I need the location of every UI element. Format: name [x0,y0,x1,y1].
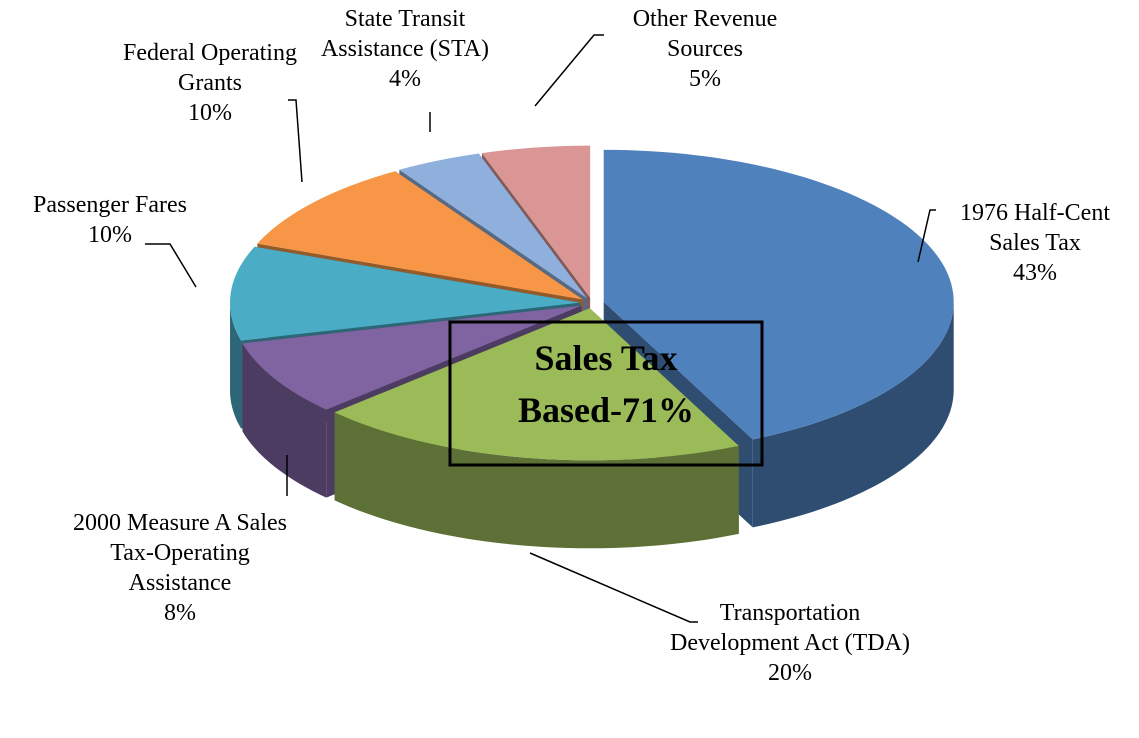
slice-wall [334,412,739,549]
slice-label: Other Revenue Sources 5% [605,4,805,94]
slice-label: Passenger Fares 10% [0,190,220,250]
category-label: Passenger Fares [33,192,187,218]
category-label: Other Revenue Sources [632,6,778,62]
leader-line [529,552,698,623]
slice-label: Transportation Development Act (TDA) 20% [670,598,910,688]
slice [257,171,583,300]
category-label: Transportation Development Act (TDA) [670,600,910,656]
pie [230,145,954,549]
slice-label: 2000 Measure A Sales Tax-Operating Assis… [60,508,300,628]
slice-label: 1976 Half-Cent Sales Tax 43% [935,198,1135,288]
leaders [145,34,936,623]
leader-line [145,243,197,288]
category-label: 1976 Half-Cent Sales Tax [960,200,1110,256]
annotation: Sales Tax Based-71% [517,338,694,430]
value-label: 8% [164,600,196,626]
category-label: Federal Operating Grants [123,40,297,96]
slice-wall [242,343,327,498]
leader-line [288,99,303,183]
category-label: State Transit Assistance (STA) [320,6,490,62]
category-label: 2000 Measure A Sales Tax-Operating Assis… [73,510,287,596]
slice [603,149,954,440]
slice-wall [230,302,242,429]
slice [242,305,582,410]
value-label: 5% [689,66,721,92]
leader-line [917,209,936,263]
value-label: 10% [88,222,132,248]
slice [481,145,591,298]
slice-label: State Transit Assistance (STA) 4% [295,4,515,94]
slice-label: Federal Operating Grants 10% [110,38,310,128]
annotation-wrap: Sales Tax Based-71% [456,332,756,436]
slice [334,308,739,461]
leader-line [534,34,604,107]
value-label: 43% [1013,260,1057,286]
value-label: 10% [188,100,232,126]
value-label: 20% [768,660,812,686]
slice-wall [752,301,954,528]
annotation-box [448,320,764,467]
slice [230,246,581,341]
value-label: 4% [389,66,421,92]
slice [399,153,587,299]
